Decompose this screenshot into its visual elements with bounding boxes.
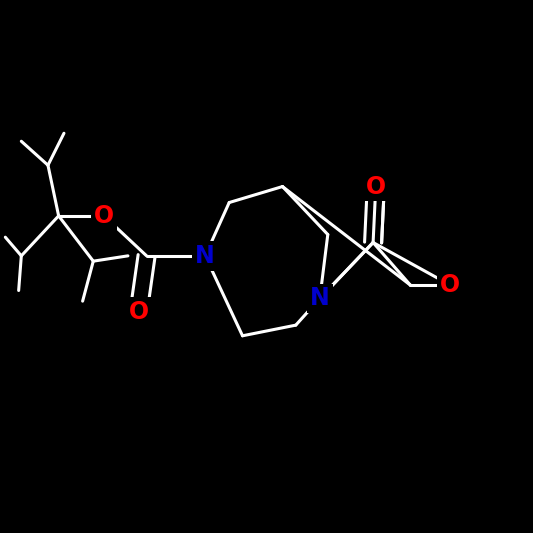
Text: O: O <box>440 273 461 297</box>
Text: O: O <box>94 204 114 228</box>
Text: O: O <box>128 300 149 324</box>
Text: N: N <box>195 244 215 268</box>
Text: N: N <box>310 286 330 311</box>
Text: O: O <box>366 174 386 199</box>
